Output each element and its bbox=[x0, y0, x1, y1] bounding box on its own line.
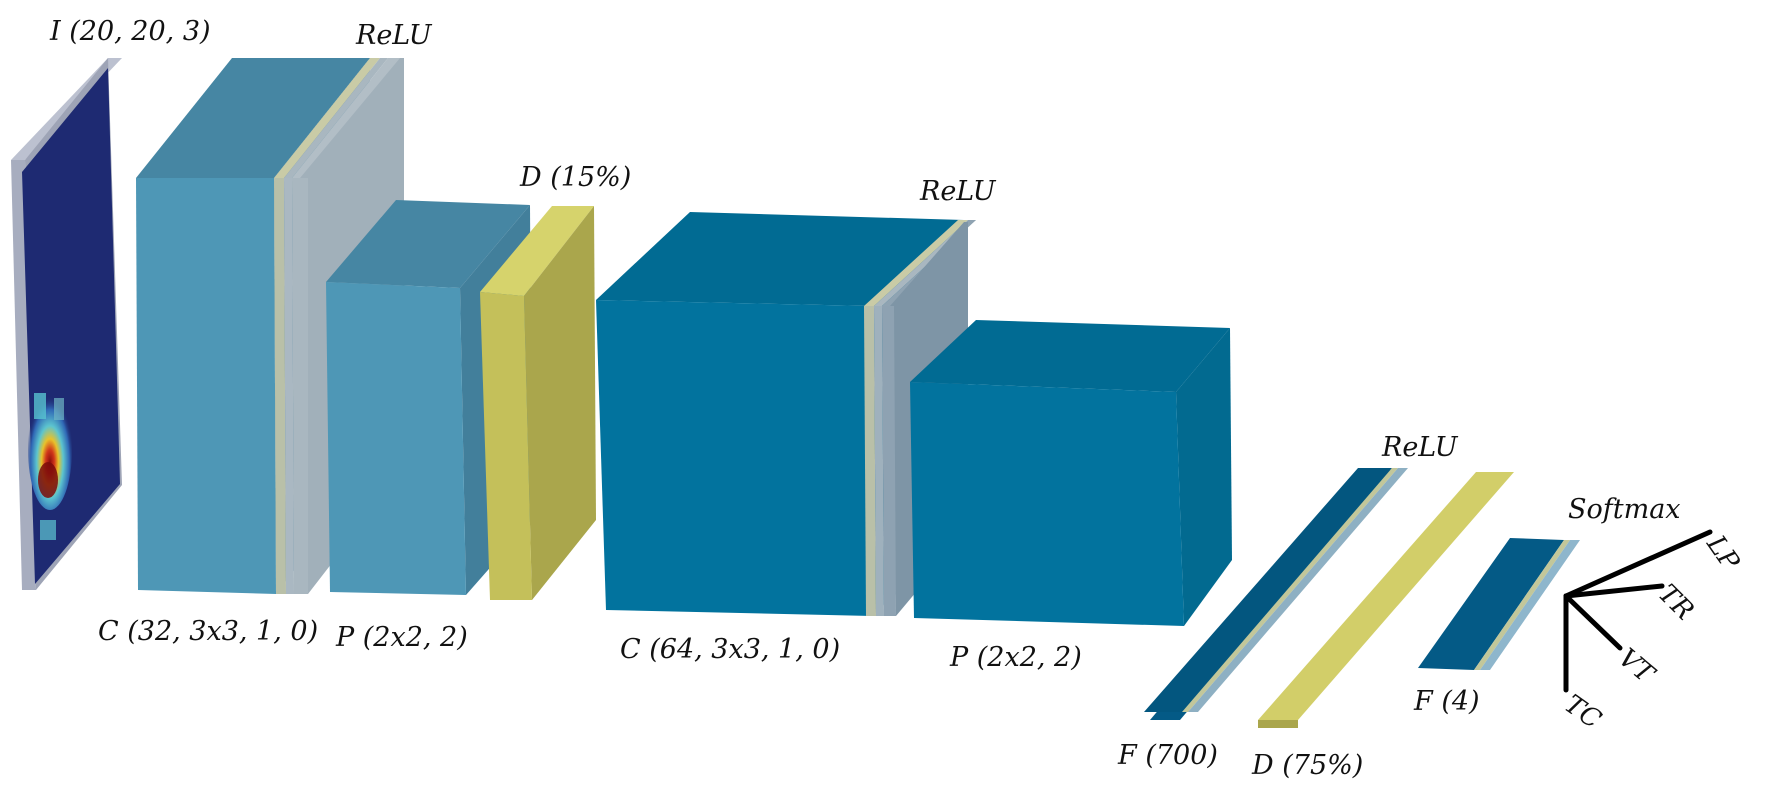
dense2-face bbox=[1418, 538, 1564, 670]
dense1-front-face bbox=[1144, 468, 1392, 712]
output-label-lp: LP bbox=[1700, 529, 1745, 576]
output-line-vt bbox=[1563, 593, 1623, 651]
dropout1-side-face bbox=[524, 206, 596, 600]
dense1-label: F (700) bbox=[1117, 740, 1218, 771]
dropout1-front-face bbox=[480, 292, 532, 600]
relu3-label: ReLU bbox=[1381, 432, 1459, 463]
output-line-tr bbox=[1563, 583, 1665, 599]
relu2-stripe-1 bbox=[864, 220, 968, 306]
relu2-label: ReLU bbox=[919, 176, 997, 207]
pool2-top-face bbox=[910, 320, 1230, 392]
pool1-label: P (2x2, 2) bbox=[335, 622, 468, 653]
relu1-stripe-2 bbox=[284, 58, 388, 178]
relu2-front-face bbox=[882, 306, 896, 616]
dropout1-label: D (15%) bbox=[519, 162, 631, 193]
input-frame bbox=[11, 160, 36, 590]
pool2-label: P (2x2, 2) bbox=[949, 642, 1082, 673]
input-label: I (20, 20, 3) bbox=[49, 16, 211, 47]
dense2-block bbox=[1418, 538, 1580, 670]
conv2-top-face bbox=[596, 212, 964, 306]
dropout1-block bbox=[480, 206, 596, 600]
conv1-top-face bbox=[136, 58, 370, 178]
relu3-block bbox=[1182, 468, 1408, 712]
relu3-stripe-2 bbox=[1188, 468, 1408, 712]
dense2-stripe-1 bbox=[1474, 540, 1570, 670]
input-image-layer bbox=[11, 58, 122, 590]
dense1-block bbox=[1144, 468, 1392, 720]
conv2-label: C (64, 3x3, 1, 0) bbox=[620, 634, 840, 665]
relu1-stripe-1 bbox=[274, 58, 380, 178]
conv1-front-face bbox=[136, 178, 276, 594]
relu3-stripe-1 bbox=[1182, 468, 1398, 712]
pool1-front-face bbox=[326, 282, 466, 595]
dropout2-edge bbox=[1258, 720, 1298, 728]
relu2-stripe-1-face bbox=[864, 306, 876, 616]
dropout2-label: D (75%) bbox=[1251, 750, 1363, 781]
output-connectors bbox=[1563, 529, 1713, 693]
relu1-stripe-2-face bbox=[284, 178, 294, 594]
dropout2-block bbox=[1258, 472, 1514, 728]
relu1-stripe-1-face bbox=[274, 178, 286, 594]
input-heatmap bbox=[28, 390, 72, 540]
dropout1-top-face bbox=[480, 206, 594, 296]
pool2-block bbox=[910, 320, 1232, 626]
conv1-label: C (32, 3x3, 1, 0) bbox=[98, 616, 318, 647]
conv2-front-face bbox=[596, 300, 872, 616]
dense2-stripe-2 bbox=[1480, 540, 1580, 670]
pool2-side-face bbox=[1176, 328, 1232, 626]
output-label-tc: TC bbox=[1559, 689, 1607, 735]
relu1-label: ReLU bbox=[355, 20, 433, 51]
dropout2-face bbox=[1258, 472, 1514, 720]
relu2-stripe-2-face bbox=[874, 306, 884, 616]
output-line-lp bbox=[1563, 529, 1713, 599]
relu1-front-face bbox=[292, 178, 308, 594]
softmax-label: Softmax bbox=[1568, 494, 1681, 525]
pool2-front-face bbox=[910, 382, 1184, 626]
pool1-top-face bbox=[326, 200, 530, 288]
dense2-label: F (4) bbox=[1413, 686, 1480, 717]
